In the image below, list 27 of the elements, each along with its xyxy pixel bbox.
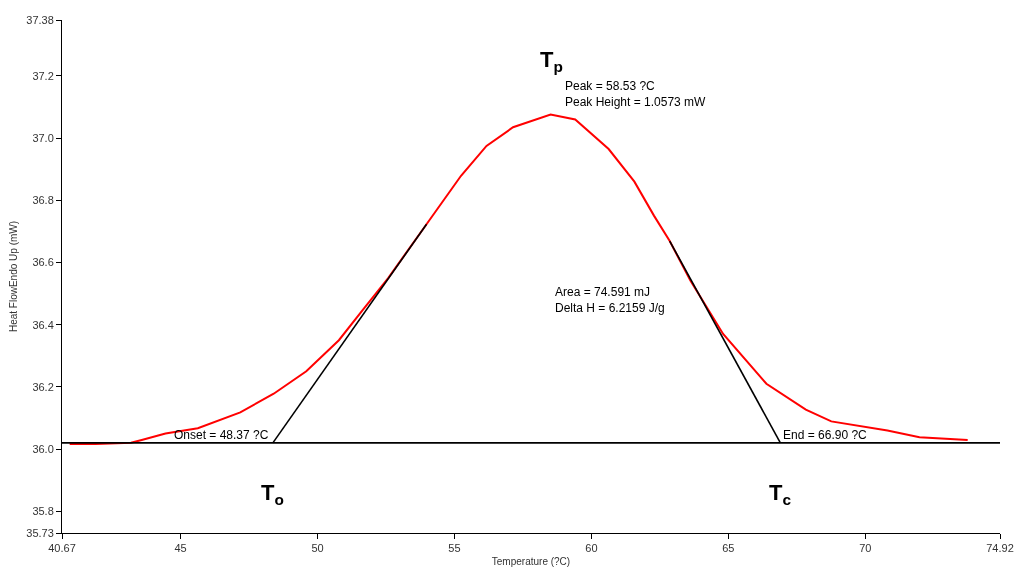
x-tick-label: 70 (859, 542, 872, 555)
x-tick-label: 74.92 (986, 542, 1014, 555)
y-tick-label: 35.8 (32, 505, 54, 518)
y-tick-label: 37.0 (32, 132, 54, 144)
y-axis-title: Heat FlowEndo Up (mW) (8, 220, 20, 333)
annotation: T$_{p}$ (540, 47, 563, 75)
x-tick-label: 45 (174, 542, 187, 555)
y-tick-label: 36.2 (32, 380, 54, 393)
y-tick-label: 36.4 (32, 318, 54, 331)
annotation: Peak = 58.53 ?C Peak Height = 1.0573 mW (565, 79, 707, 109)
x-tick-label: 55 (448, 542, 461, 555)
y-tick-label: 35.73 (26, 526, 54, 539)
annotation: T$_{o}$ (261, 480, 284, 508)
x-tick-label: 50 (311, 542, 324, 555)
x-tick-label: 60 (585, 542, 598, 555)
x-tick-label: 40.67 (48, 542, 76, 555)
y-tick-label: 36.6 (32, 256, 54, 269)
y-tick-label: 36.8 (32, 194, 54, 207)
y-tick-label: 36.0 (32, 442, 54, 455)
x-axis-title: Temperature (?C) (491, 555, 571, 567)
annotation: T$_{c}$ (769, 480, 792, 508)
y-tick-label: 37.2 (32, 69, 54, 82)
annotation: End = 66.90 ?C (783, 428, 868, 442)
annotation: Onset = 48.37 ?C (174, 428, 269, 442)
x-tick-label: 65 (722, 542, 735, 555)
y-tick-label: 37.38 (26, 13, 54, 26)
annotation: Area = 74.591 mJ Delta H = 6.2159 J/g (555, 285, 665, 315)
